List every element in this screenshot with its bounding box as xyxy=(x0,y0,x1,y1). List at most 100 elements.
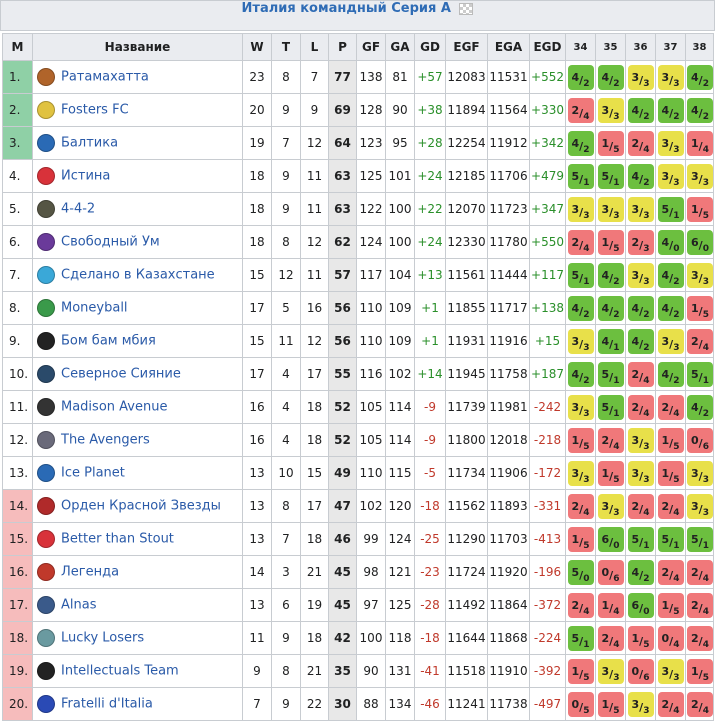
result-separator: / xyxy=(609,502,614,516)
result-chip: 4/2 xyxy=(567,130,594,156)
team-link[interactable]: Better than Stout xyxy=(61,531,174,547)
team-link[interactable]: Легенда xyxy=(61,564,120,580)
l-cell: 18 xyxy=(300,423,329,457)
team-link[interactable]: 4-4-2 xyxy=(61,201,96,217)
result-separator: / xyxy=(579,172,584,186)
result-cell: 3/3 xyxy=(595,654,626,688)
team-link[interactable]: Alnas xyxy=(61,597,97,613)
result-score-for: 1 xyxy=(571,664,580,678)
result-separator: / xyxy=(609,271,614,285)
result-chip: 3/3 xyxy=(687,262,713,288)
position-cell: 9. xyxy=(2,324,33,358)
table-row: 12. The Avengers 16 4 18 52 105 114 -9 11800 12018… xyxy=(2,423,714,457)
gf-cell: 125 xyxy=(356,159,386,193)
result-separator: / xyxy=(609,139,614,153)
result-chip: 0/6 xyxy=(627,658,654,684)
table-row: 6. Свободный Ум 18 8 12 62 124 100 +24 12330 11780… xyxy=(2,225,714,259)
result-cell: 6/0 xyxy=(625,588,656,622)
t-cell: 9 xyxy=(271,621,301,655)
t-cell: 6 xyxy=(271,588,301,622)
result-cell: 2/4 xyxy=(685,555,714,589)
result-cell: 0/4 xyxy=(655,621,686,655)
ega-cell: 11738 xyxy=(487,687,530,721)
result-score-against: 1 xyxy=(613,177,620,188)
column-header: M xyxy=(2,33,33,61)
standings-body: 1. Ратамахатта 23 8 7 77 138 81 +57 12083 11531 +55… xyxy=(2,60,714,721)
result-cell: 6/0 xyxy=(685,225,714,259)
result-separator: / xyxy=(669,469,674,483)
result-cell: 0/6 xyxy=(625,654,656,688)
result-separator: / xyxy=(669,370,674,384)
team-logo-icon xyxy=(37,233,55,251)
result-cell: 2/4 xyxy=(625,489,656,523)
gf-cell: 110 xyxy=(356,291,386,325)
result-cell: 5/1 xyxy=(595,357,626,391)
team-link[interactable]: Fratelli d'Italia xyxy=(61,696,153,712)
team-link[interactable]: The Avengers xyxy=(61,432,150,448)
flag-icon xyxy=(459,2,474,15)
ga-cell: 100 xyxy=(385,225,415,259)
result-separator: / xyxy=(698,535,703,549)
result-score-against: 3 xyxy=(673,672,680,683)
result-score-against: 4 xyxy=(702,705,709,716)
result-cell: 3/3 xyxy=(625,60,656,94)
result-separator: / xyxy=(609,304,614,318)
position-cell: 3. xyxy=(2,126,33,160)
p-cell: 57 xyxy=(328,258,357,292)
result-score-against: 4 xyxy=(673,507,680,518)
team-link[interactable]: Ice Planet xyxy=(61,465,125,481)
table-row: 2. Fosters FC 20 9 9 69 128 90 +38 11894 11564 +330… xyxy=(2,93,714,127)
team-link[interactable]: Intellectuals Team xyxy=(61,663,179,679)
result-cell: 5/1 xyxy=(565,159,596,193)
l-cell: 12 xyxy=(300,324,329,358)
team-link[interactable]: Свободный Ум xyxy=(61,234,160,250)
result-score-against: 2 xyxy=(643,309,650,320)
team-link[interactable]: Балтика xyxy=(61,135,119,151)
t-cell: 8 xyxy=(271,654,301,688)
team-link[interactable]: Орден Красной Звезды xyxy=(61,498,221,514)
result-score-for: 1 xyxy=(601,466,610,480)
result-score-for: 4 xyxy=(571,367,580,381)
result-chip: 4/2 xyxy=(627,328,654,354)
team-link[interactable]: Северное Сияние xyxy=(61,366,181,382)
team-link[interactable]: Madison Avenue xyxy=(61,399,168,415)
egd-cell: +347 xyxy=(529,192,566,226)
egf-cell: 11855 xyxy=(445,291,488,325)
result-score-for: 4 xyxy=(571,301,580,315)
team-link[interactable]: Ратамахатта xyxy=(61,69,149,85)
w-cell: 15 xyxy=(242,324,272,358)
team-link[interactable]: Fosters FC xyxy=(61,102,129,118)
result-score-for: 4 xyxy=(601,334,610,348)
l-cell: 18 xyxy=(300,522,329,556)
result-score-against: 2 xyxy=(673,309,680,320)
ega-cell: 11706 xyxy=(487,159,530,193)
result-score-for: 3 xyxy=(601,202,610,216)
team-link[interactable]: Истина xyxy=(61,168,111,184)
ga-cell: 102 xyxy=(385,357,415,391)
result-separator: / xyxy=(669,73,674,87)
result-score-against: 4 xyxy=(702,639,709,650)
result-score-for: 1 xyxy=(691,301,699,315)
gd-cell: +57 xyxy=(414,60,446,94)
result-chip: 3/3 xyxy=(627,691,654,717)
result-chip: 5/1 xyxy=(687,361,713,387)
team-link[interactable]: Сделано в Казахстане xyxy=(61,267,215,283)
result-chip: 3/3 xyxy=(567,394,594,420)
gd-cell: +28 xyxy=(414,126,446,160)
result-separator: / xyxy=(669,601,674,615)
p-cell: 47 xyxy=(328,489,357,523)
result-score-against: 4 xyxy=(613,441,620,452)
team-name-cell: Бом бам мбия xyxy=(32,324,243,358)
result-chip: 4/2 xyxy=(627,559,654,585)
result-cell: 4/2 xyxy=(595,60,626,94)
team-link[interactable]: Lucky Losers xyxy=(61,630,145,646)
team-link[interactable]: Moneyball xyxy=(61,300,128,316)
team-link[interactable]: Бом бам мбия xyxy=(61,333,156,349)
p-cell: 30 xyxy=(328,687,357,721)
result-cell: 2/3 xyxy=(625,225,656,259)
result-chip: 1/5 xyxy=(567,427,594,453)
result-score-against: 1 xyxy=(613,342,620,353)
egf-cell: 11290 xyxy=(445,522,488,556)
result-chip: 4/2 xyxy=(627,295,654,321)
result-separator: / xyxy=(639,205,644,219)
